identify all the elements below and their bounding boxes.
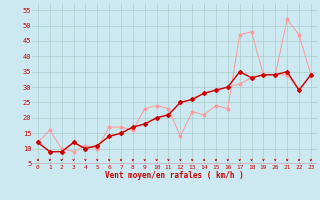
X-axis label: Vent moyen/en rafales ( km/h ): Vent moyen/en rafales ( km/h ) [105,171,244,180]
